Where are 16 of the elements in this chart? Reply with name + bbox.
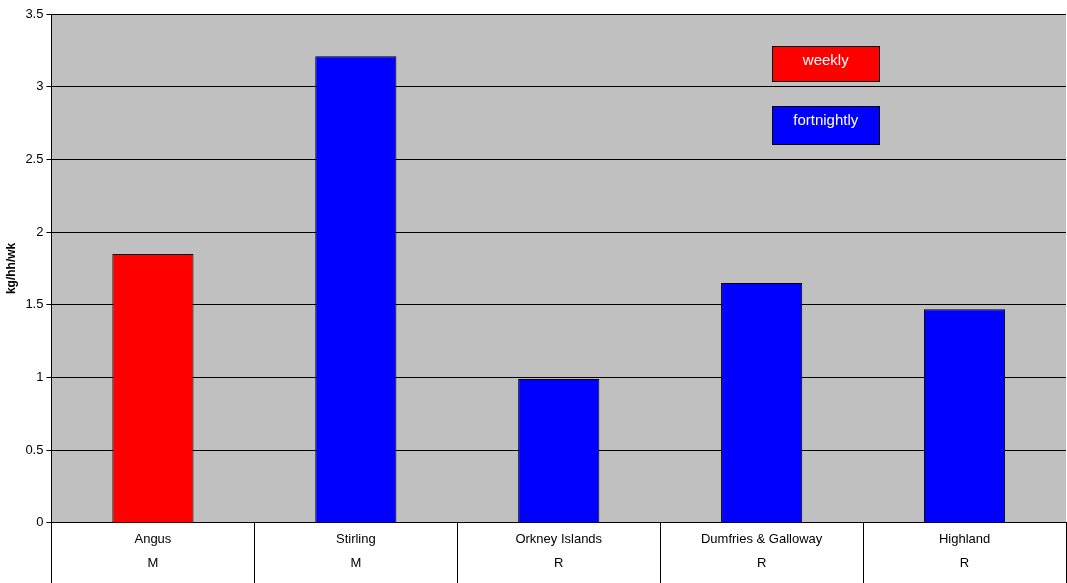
y-tick-label: 1.5 [25,296,44,312]
y-tick-label: 0 [36,514,44,530]
y-tick-label: 0.5 [25,441,44,457]
text: weekly [771,46,880,82]
y-tick-label: 3 [36,78,44,94]
y-axis-title: kg/hh/wk [3,242,18,295]
x-tick-label: Stirling M [335,530,376,570]
y-tick-label: 3.5 [25,5,44,21]
y-tick-label: 2.5 [25,150,44,166]
x-tick-label: Dumfries & Galloway R [700,530,823,570]
y-tick-label: 2 [36,223,44,239]
x-tick-label: Angus M [134,530,172,570]
y-tick-label: 1 [36,369,44,385]
x-tick-label: Orkney Islands R [515,530,603,570]
x-tick-label: Highland R [938,530,991,570]
text: fortnightly [771,106,880,145]
